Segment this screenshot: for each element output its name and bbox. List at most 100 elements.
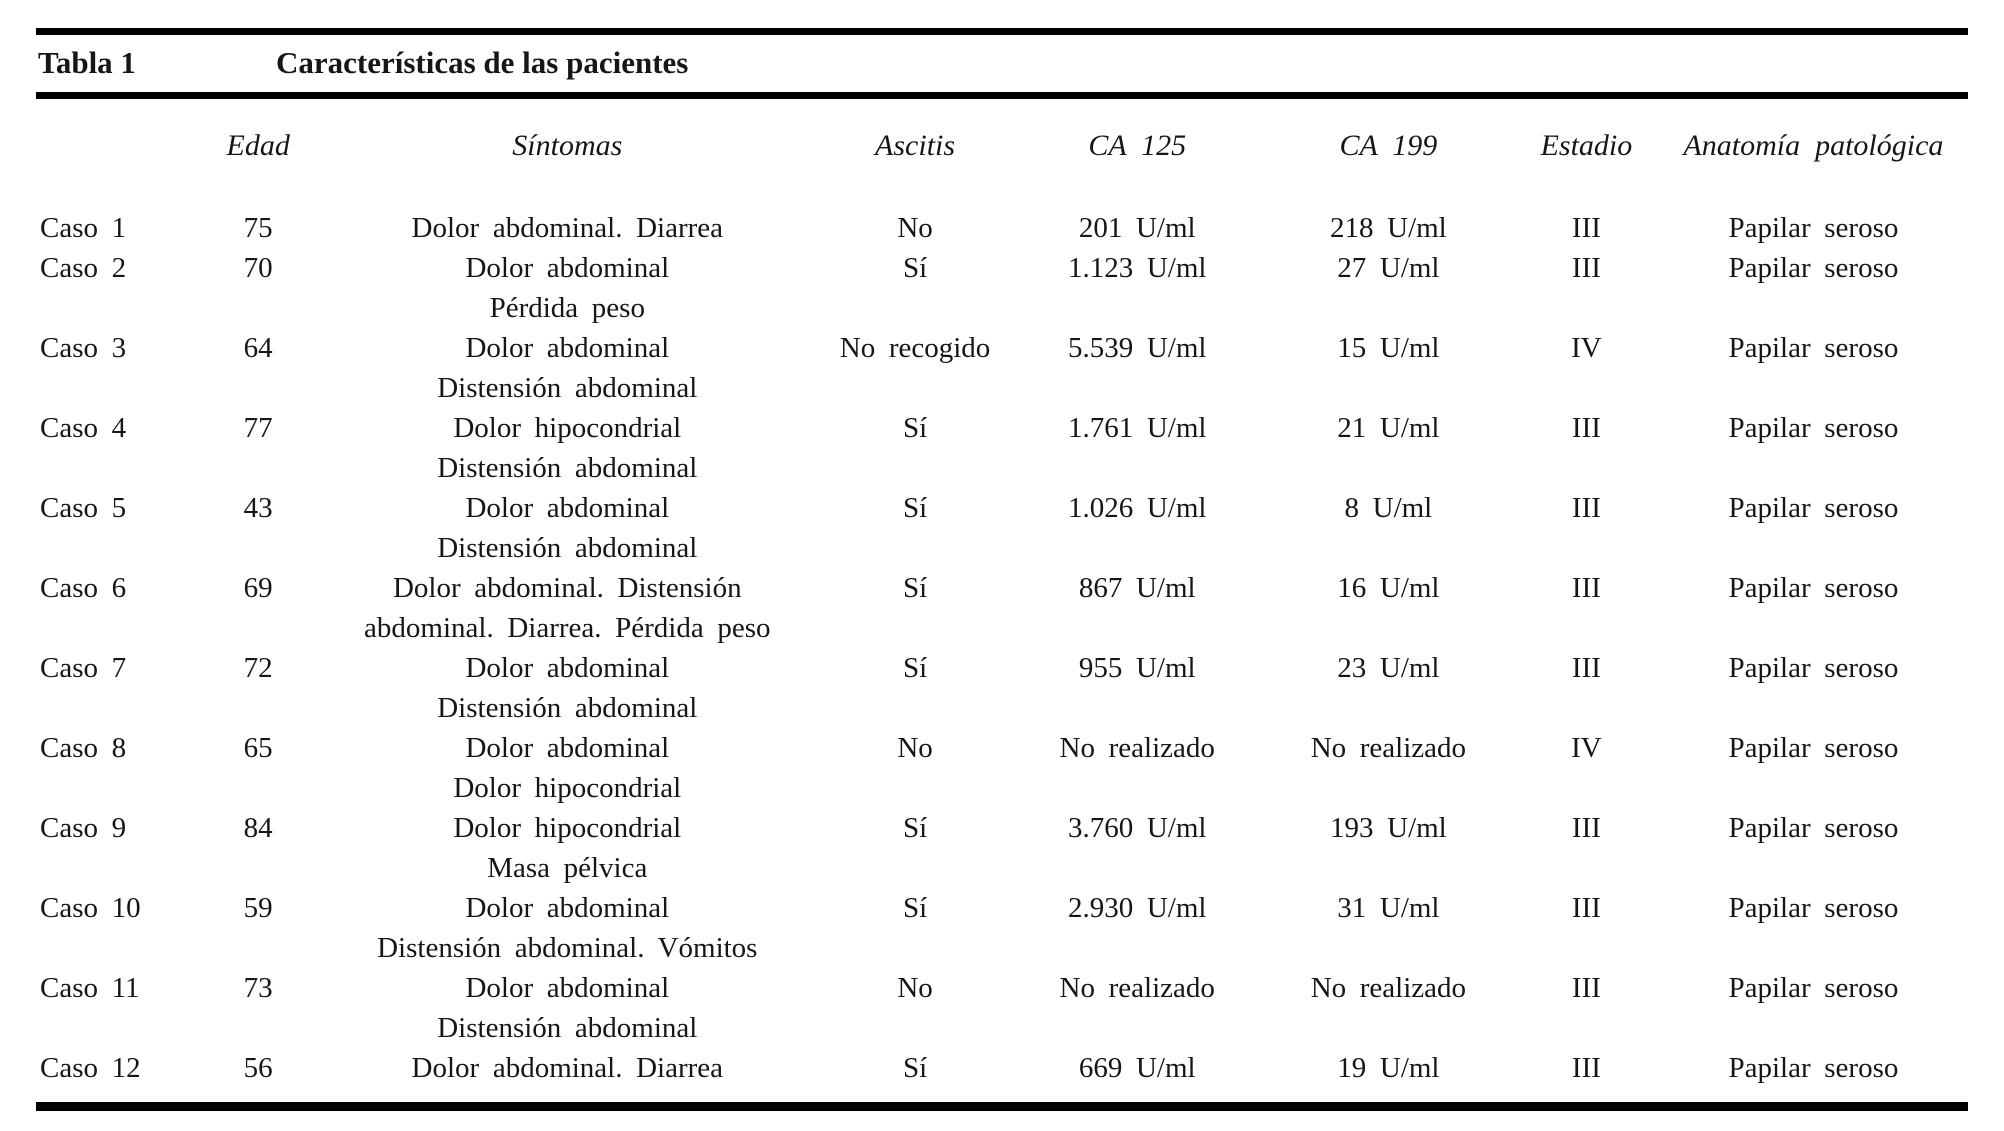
table-row: Caso 1 75 Dolor abdominal. Diarrea No 201 U/… — [36, 208, 1968, 248]
symptom-line: Dolor abdominal. Distensión — [392, 572, 742, 604]
cell-ascitis: Sí — [902, 412, 928, 444]
cell-ascitis: Sí — [902, 892, 928, 924]
cell-anatomia: Papilar seroso — [1728, 572, 1899, 604]
cell-estadio: III — [1571, 1052, 1601, 1084]
cell-sintomas: Dolor abdominal Distensión abdominal — [316, 328, 818, 408]
table-row: Caso 3 64 Dolor abdominal Distensión abdomi… — [36, 328, 1968, 408]
header-sintomas: Síntomas — [512, 129, 623, 162]
cell-ca199: 15 U/ml — [1337, 332, 1440, 364]
cell-edad: 65 — [243, 732, 273, 764]
table-row: Caso 7 72 Dolor abdominal Distensión abdomi… — [36, 648, 1968, 728]
table-row: Caso 12 56 Dolor abdominal. Diarrea Sí 669 U… — [36, 1048, 1968, 1088]
cell-ca125: No realizado — [1059, 972, 1215, 1004]
cell-ca199: 8 U/ml — [1344, 492, 1433, 524]
cell-ca125: 2.930 U/ml — [1067, 892, 1207, 924]
cell-anatomia: Papilar seroso — [1728, 212, 1899, 244]
cell-sintomas: Dolor abdominal Distensión abdominal. Vóm… — [316, 888, 818, 968]
cell-caso: Caso 10 — [40, 892, 141, 924]
cell-ca125: 3.760 U/ml — [1067, 812, 1207, 844]
cell-caso: Caso 2 — [40, 252, 127, 284]
cell-edad: 73 — [243, 972, 273, 1004]
cell-estadio: III — [1571, 572, 1601, 604]
symptom-line: Distensión abdominal — [437, 372, 698, 404]
header-ca125: CA 125 — [1088, 129, 1187, 162]
cell-ascitis: Sí — [902, 812, 928, 844]
cell-anatomia: Papilar seroso — [1728, 492, 1899, 524]
cell-ca125: 955 U/ml — [1078, 652, 1196, 684]
cell-ca125: 201 U/ml — [1078, 212, 1196, 244]
symptom-line: Dolor hipocondrial — [453, 772, 682, 804]
cell-ca199: 23 U/ml — [1337, 652, 1440, 684]
cell-edad: 70 — [243, 252, 273, 284]
symptom-line: Dolor abdominal. Diarrea — [411, 1052, 724, 1084]
cell-caso: Caso 3 — [40, 332, 127, 364]
table-title-row: Tabla 1 Características de las pacientes — [36, 35, 1968, 92]
cell-sintomas: Dolor abdominal Distensión abdominal — [316, 648, 818, 728]
cell-caso: Caso 9 — [40, 812, 127, 844]
cell-estadio: III — [1571, 652, 1601, 684]
symptom-line: Distensión abdominal — [437, 452, 698, 484]
cell-estadio: III — [1571, 892, 1601, 924]
bottom-rule — [36, 1102, 1968, 1111]
header-anatomia: Anatomía patológica — [1683, 129, 1944, 162]
cell-ascitis: No — [897, 732, 933, 764]
cell-sintomas: Dolor abdominal Pérdida peso — [316, 248, 818, 328]
cell-estadio: III — [1571, 972, 1601, 1004]
table-row: Caso 8 65 Dolor abdominal Dolor hipocondria… — [36, 728, 1968, 808]
cell-sintomas: Dolor abdominal. Diarrea — [316, 1048, 818, 1088]
cell-ascitis: Sí — [902, 652, 928, 684]
cell-ca199: No realizado — [1310, 972, 1467, 1004]
symptom-line: Pérdida peso — [489, 292, 645, 324]
cell-ascitis: Sí — [902, 572, 928, 604]
cell-ca199: 218 U/ml — [1330, 212, 1447, 244]
cell-caso: Caso 4 — [40, 412, 127, 444]
cell-anatomia: Papilar seroso — [1728, 972, 1899, 1004]
cell-sintomas: Dolor abdominal Distensión abdominal — [316, 488, 818, 568]
cell-edad: 77 — [243, 412, 273, 444]
top-rule — [36, 28, 1968, 35]
cell-ca125: 867 U/ml — [1078, 572, 1196, 604]
cell-ca125: No realizado — [1059, 732, 1215, 764]
cell-estadio: III — [1571, 492, 1601, 524]
cell-edad: 69 — [243, 572, 273, 604]
cell-caso: Caso 8 — [40, 732, 127, 764]
table-label: Tabla 1 — [38, 45, 136, 80]
cell-ascitis: Sí — [902, 492, 928, 524]
cell-estadio: III — [1571, 412, 1601, 444]
symptom-line: Distensión abdominal — [437, 692, 698, 724]
symptom-line: Dolor hipocondrial — [453, 412, 682, 444]
cell-ca125: 1.026 U/ml — [1067, 492, 1207, 524]
cell-caso: Caso 12 — [40, 1052, 141, 1084]
cell-edad: 56 — [243, 1052, 273, 1084]
cell-edad: 59 — [243, 892, 273, 924]
table-row: Caso 5 43 Dolor abdominal Distensión abdomi… — [36, 488, 1968, 568]
symptom-line: Masa pélvica — [487, 852, 648, 884]
cell-sintomas: Dolor abdominal Distensión abdominal — [316, 968, 818, 1048]
cell-caso: Caso 7 — [40, 652, 127, 684]
cell-ascitis: Sí — [902, 1052, 928, 1084]
symptom-line: Dolor abdominal — [465, 252, 670, 284]
table-row: Caso 4 77 Dolor hipocondrial Distensión abd… — [36, 408, 1968, 488]
symptom-line: Dolor abdominal — [465, 332, 670, 364]
cell-estadio: III — [1571, 812, 1601, 844]
cell-sintomas: Dolor hipocondrial Masa pélvica — [316, 808, 818, 888]
cell-ca199: No realizado — [1310, 732, 1467, 764]
cell-sintomas: Dolor abdominal Dolor hipocondrial — [316, 728, 818, 808]
cell-estadio: III — [1571, 212, 1601, 244]
cell-ca199: 21 U/ml — [1337, 412, 1440, 444]
table-row: Caso 9 84 Dolor hipocondrial Masa pélvica Sí… — [36, 808, 1968, 888]
cell-anatomia: Papilar seroso — [1728, 812, 1899, 844]
symptom-line: Distensión abdominal — [437, 1012, 698, 1044]
cell-edad: 64 — [243, 332, 273, 364]
cell-sintomas: Dolor abdominal. Diarrea — [316, 208, 818, 248]
symptom-line: Dolor abdominal — [465, 892, 670, 924]
symptom-line: Dolor abdominal — [465, 972, 670, 1004]
cell-ca125: 669 U/ml — [1078, 1052, 1196, 1084]
cell-anatomia: Papilar seroso — [1728, 332, 1899, 364]
header-ascitis: Ascitis — [875, 129, 956, 162]
cell-ascitis: Sí — [902, 252, 928, 284]
cell-anatomia: Papilar seroso — [1728, 892, 1899, 924]
header-row: Edad Síntomas Ascitis CA 125 CA 199 Esta… — [36, 99, 1968, 208]
cell-ca199: 27 U/ml — [1337, 252, 1440, 284]
